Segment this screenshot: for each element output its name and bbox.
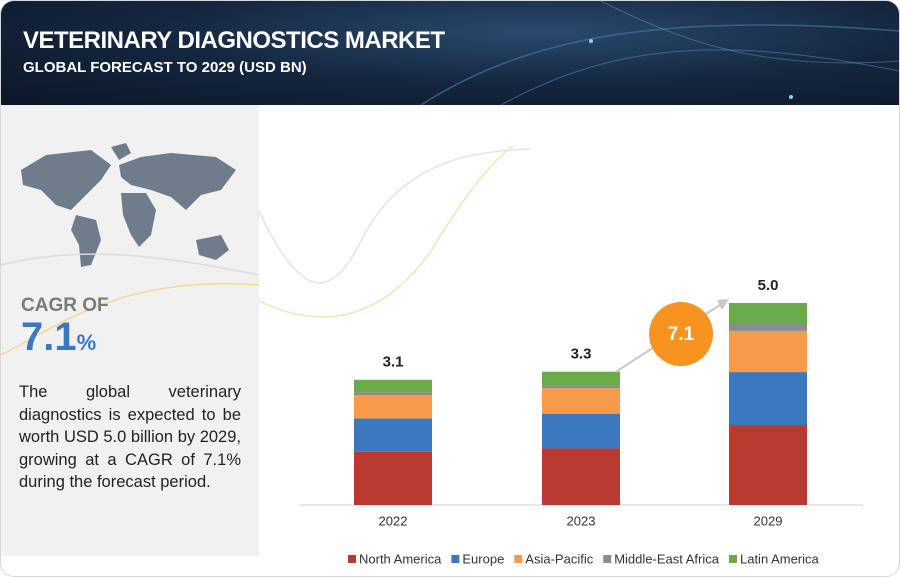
header: VETERINARY DIAGNOSTICS MARKET GLOBAL FOR…	[1, 1, 899, 105]
legend-swatch	[514, 555, 523, 563]
x-tick-label: 2022	[379, 513, 408, 528]
bar-segment	[542, 385, 620, 389]
bar-segment	[542, 371, 620, 386]
cagr-bubble-label: 7.1	[668, 324, 695, 345]
total-label: 3.3	[571, 346, 592, 363]
bar-segment	[542, 413, 620, 449]
legend-swatch	[728, 555, 737, 563]
bar-segment	[354, 392, 432, 396]
cagr-bubble	[649, 302, 713, 366]
total-label: 3.1	[383, 354, 404, 371]
bar-segment	[729, 324, 807, 331]
bar-segment	[354, 451, 432, 505]
bar-segment	[542, 448, 620, 505]
cagr-arrowhead	[717, 299, 729, 310]
header-decoration	[420, 1, 899, 105]
cagr-label: CAGR OF	[21, 295, 109, 316]
legend-label: Latin America	[740, 551, 820, 566]
total-label: 5.0	[758, 277, 779, 294]
legend-label: Europe	[462, 551, 504, 566]
bar-segment	[729, 303, 807, 325]
world-map	[21, 143, 236, 267]
bar-segment	[354, 395, 432, 419]
description: The global veterinary diagnostics is exp…	[19, 383, 241, 491]
title: VETERINARY DIAGNOSTICS MARKET	[23, 27, 445, 54]
legend-label: North America	[359, 551, 442, 566]
bar-segment	[729, 330, 807, 373]
bar-segment	[354, 379, 432, 393]
decorative-curve	[1, 253, 259, 356]
bar-segment	[729, 372, 807, 426]
legend-label: Middle-East Africa	[614, 551, 720, 566]
bar-segment	[354, 418, 432, 452]
bar-segment	[542, 388, 620, 414]
cagr-unit: %	[76, 330, 97, 355]
legend-swatch	[451, 555, 460, 563]
legend-swatch	[348, 555, 356, 563]
legend-swatch	[603, 555, 612, 563]
subtitle: GLOBAL FORECAST TO 2029 (USD BN)	[23, 59, 307, 76]
cagr-value: 7.1%	[21, 315, 96, 360]
bar-segment	[729, 425, 807, 505]
side-panel: CAGR OF 7.1% The global veterinary diagn…	[1, 105, 259, 556]
x-tick-label: 2023	[567, 513, 596, 528]
x-tick-label: 2029	[754, 513, 783, 528]
cagr-number: 7.1	[21, 315, 77, 359]
legend-label: Asia-Pacific	[525, 551, 593, 566]
